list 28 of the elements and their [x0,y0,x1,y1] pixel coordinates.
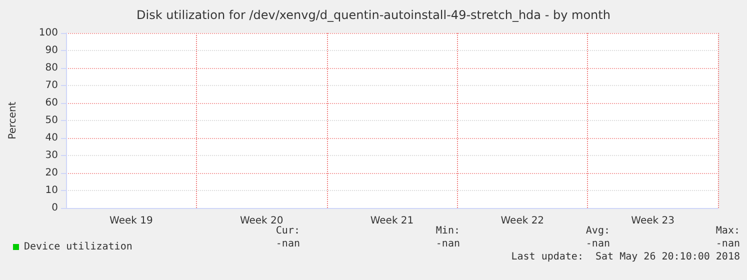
text: Last update: Sat May 26 20:10:00 2018 [511,252,740,262]
y-axis-title: Percent [8,102,18,140]
x-tick-label: Week 20 [240,216,284,226]
text: -nan [586,238,610,250]
y-tick-label: 0 [52,202,58,214]
text: Max: [716,226,740,236]
y-tick-label: 30 [45,150,58,161]
x-tick-label: Week 21 [370,216,414,226]
y-tick-label: 60 [45,98,58,108]
text: Cur: [276,226,300,236]
y-tick-label: 40 [45,132,58,144]
text: -nan [716,238,740,250]
y-tick-label: 80 [45,62,58,74]
chart-title: Disk utilization for /dev/xenvg/d_quentin-autoinstall-49-stretch_hda - by month [136,8,610,22]
text: Avg: [586,226,610,236]
text: -nan [276,238,300,250]
text: Min: [436,226,460,236]
y-tick-label: 90 [45,45,58,56]
y-tick-label: 70 [45,80,58,91]
y-tick-label: 100 [38,28,58,38]
y-tick-label: 10 [45,185,58,196]
text: -nan [436,238,460,250]
x-tick-label: Week 23 [631,216,674,226]
legend-label: Device utilization [24,242,132,252]
x-tick-label: Week 19 [110,216,153,226]
y-tick-label: 50 [45,115,58,126]
y-tick-label: 20 [45,168,58,178]
x-tick-label: Week 22 [500,216,544,226]
